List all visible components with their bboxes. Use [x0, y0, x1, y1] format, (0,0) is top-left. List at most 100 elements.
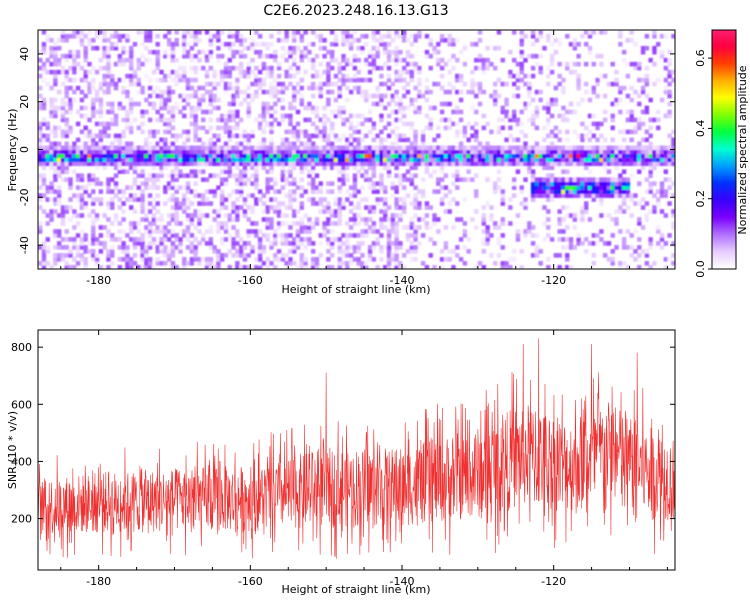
heatmap-cell [549, 181, 555, 186]
heatmap-cell [246, 205, 251, 210]
heatmap-cell [212, 153, 217, 159]
heatmap-cell [519, 185, 524, 190]
heatmap-cell [424, 125, 430, 131]
heatmap-cell [132, 225, 138, 230]
heatmap-cell [523, 233, 528, 238]
heatmap-cell [280, 145, 286, 151]
heatmap-cell [610, 233, 615, 238]
heatmap-cell [299, 93, 305, 99]
heatmap-cell [428, 105, 433, 111]
snr-series-line [38, 332, 675, 559]
heatmap-cell [367, 209, 373, 214]
colorbar-swatch [712, 195, 736, 198]
heatmap-cell [523, 133, 528, 139]
heatmap-cell [147, 101, 153, 107]
heatmap-cell [511, 185, 517, 190]
heatmap-cell [110, 205, 115, 210]
heatmap-cell [113, 161, 119, 167]
heatmap-cell [261, 61, 267, 67]
heatmap-cell [637, 125, 642, 131]
heatmap-cell [326, 69, 331, 75]
heatmap-cell [576, 133, 581, 139]
heatmap-cell [667, 57, 672, 63]
heatmap-cell [394, 153, 399, 159]
heatmap-cell [182, 97, 187, 103]
heatmap-cell [79, 201, 85, 206]
heatmap-cell [197, 85, 202, 91]
heatmap-cell [303, 265, 308, 269]
heatmap-cell [201, 193, 206, 198]
heatmap-cell [383, 125, 388, 131]
heatmap-cell [292, 129, 297, 135]
heatmap-cell [98, 265, 104, 269]
colorbar-swatch [712, 167, 736, 170]
heatmap-cell [462, 233, 468, 238]
heatmap-cell [155, 57, 160, 63]
heatmap-cell [640, 153, 646, 159]
heatmap-cell [409, 145, 414, 151]
heatmap-cell [125, 37, 130, 43]
heatmap-cell [659, 181, 665, 186]
heatmap-cell [333, 161, 339, 167]
heatmap-cell [367, 229, 373, 234]
heatmap-cell [656, 197, 661, 202]
heatmap-cell [561, 229, 566, 234]
heatmap-cell [117, 189, 123, 194]
heatmap-cell [390, 153, 396, 159]
heatmap-cell [178, 149, 183, 155]
heatmap-cell [413, 85, 418, 91]
heatmap-cell [428, 117, 433, 123]
heatmap-cell [371, 57, 377, 63]
heatmap-cell [383, 137, 388, 143]
heatmap-cell [94, 237, 100, 242]
heatmap-cell [83, 145, 88, 151]
heatmap-cell [470, 77, 475, 83]
heatmap-cell [117, 61, 123, 67]
heatmap-cell [132, 209, 138, 214]
heatmap-cell [136, 153, 141, 159]
heatmap-cell [117, 157, 123, 163]
heatmap-cell [311, 225, 316, 230]
heatmap-cell [614, 165, 619, 171]
heatmap-cell [364, 133, 369, 139]
heatmap-cell [663, 265, 669, 269]
heatmap-cell [45, 189, 50, 194]
heatmap-cell [53, 97, 58, 103]
heatmap-cell [68, 185, 73, 190]
heatmap-cell [250, 249, 255, 254]
heatmap-cell [41, 161, 47, 167]
heatmap-cell [197, 157, 202, 163]
heatmap-cell [565, 257, 570, 262]
colorbar-swatch [712, 51, 736, 55]
heatmap-cell [280, 221, 286, 226]
heatmap-cell [565, 117, 570, 123]
colorbar-swatch [712, 35, 736, 39]
heatmap-cell [447, 257, 452, 262]
heatmap-cell [87, 129, 92, 135]
heatmap-cell [299, 153, 305, 159]
heatmap-cell [311, 93, 316, 99]
colorbar-swatch [712, 265, 736, 268]
heatmap-cell [348, 41, 354, 47]
heatmap-cell [352, 149, 358, 155]
heatmap-cell [235, 145, 240, 151]
heatmap-cell [91, 141, 96, 147]
heatmap-x-axis-label: Height of straight line (km) [281, 283, 430, 296]
heatmap-cell [504, 157, 509, 163]
heatmap-cell [360, 241, 365, 246]
heatmap-cell [663, 189, 669, 194]
heatmap-cell [348, 113, 354, 119]
heatmap-cell [644, 93, 650, 99]
heatmap-cell [288, 129, 293, 135]
heatmap-cell [383, 145, 388, 151]
heatmap-cell [87, 37, 92, 43]
heatmap-cell [102, 225, 107, 230]
heatmap-cell [257, 81, 263, 87]
heatmap-cell [515, 61, 521, 67]
x-tick-label: -140 [390, 274, 415, 287]
heatmap-cell [428, 161, 433, 167]
heatmap-cell [329, 229, 335, 234]
heatmap-cell [621, 241, 627, 246]
heatmap-cell [79, 257, 85, 262]
heatmap-cell [667, 149, 672, 155]
